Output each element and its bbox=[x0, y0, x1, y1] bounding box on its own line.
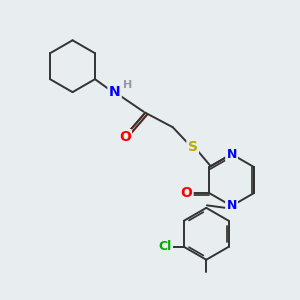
Text: N: N bbox=[226, 200, 237, 212]
Text: N: N bbox=[226, 148, 237, 160]
Text: O: O bbox=[119, 130, 130, 144]
Text: N: N bbox=[109, 85, 120, 100]
Text: S: S bbox=[188, 140, 198, 154]
Text: H: H bbox=[123, 80, 133, 91]
Text: O: O bbox=[180, 186, 192, 200]
Text: Cl: Cl bbox=[158, 240, 172, 253]
